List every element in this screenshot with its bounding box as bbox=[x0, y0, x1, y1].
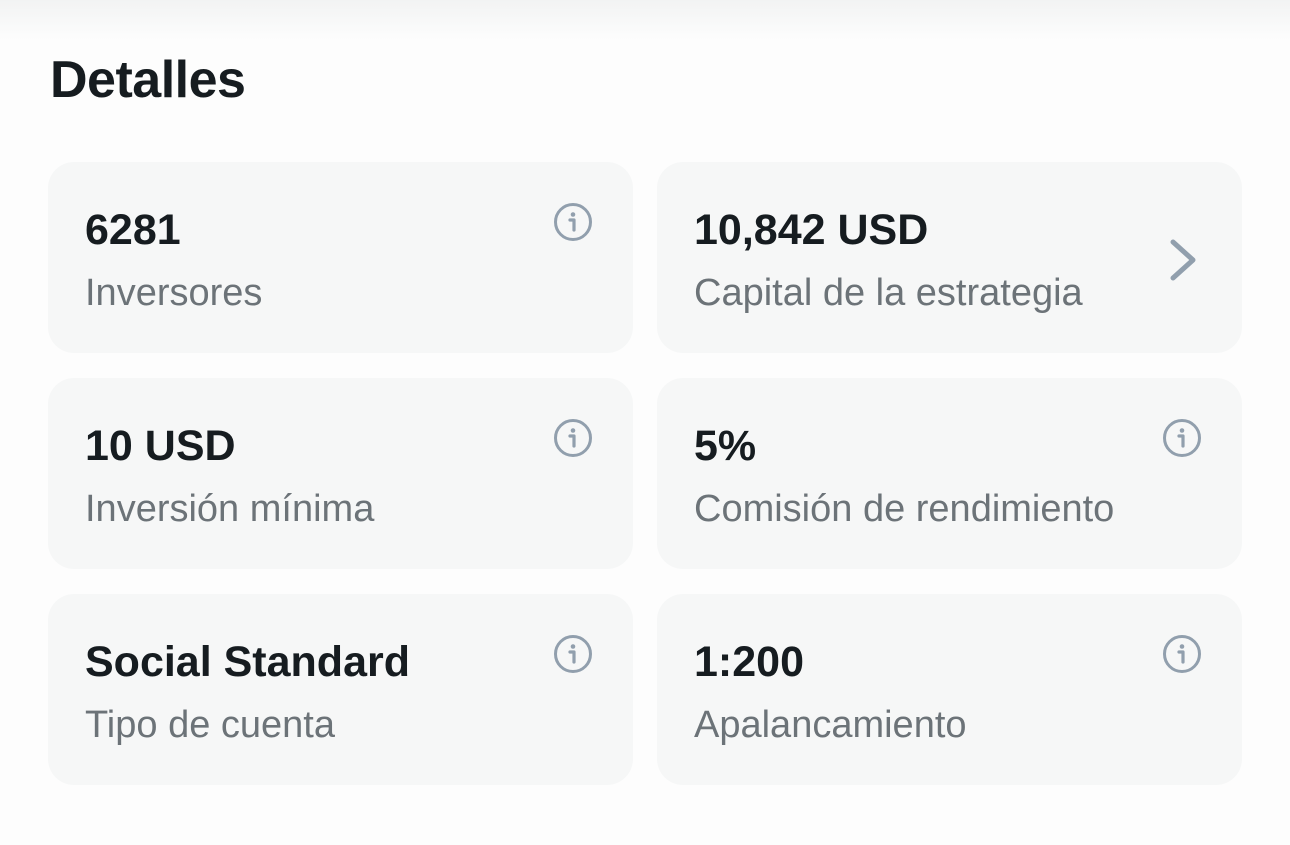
detail-label: Capital de la estrategia bbox=[694, 272, 1083, 314]
detail-card[interactable]: 10,842 USD Capital de la estrategia bbox=[657, 162, 1242, 353]
info-icon[interactable] bbox=[1162, 418, 1202, 458]
info-icon[interactable] bbox=[553, 202, 593, 242]
detail-label: Apalancamiento bbox=[694, 704, 967, 746]
detail-label: Tipo de cuenta bbox=[85, 704, 335, 746]
info-icon[interactable] bbox=[553, 418, 593, 458]
top-shadow bbox=[0, 0, 1290, 40]
detail-value: 6281 bbox=[85, 206, 181, 254]
detail-label: Inversión mínima bbox=[85, 488, 375, 530]
detail-value: 1:200 bbox=[694, 638, 804, 686]
detail-value: 10 USD bbox=[85, 422, 236, 470]
info-icon[interactable] bbox=[1162, 634, 1202, 674]
detail-label: Comisión de rendimiento bbox=[694, 488, 1115, 530]
detail-label: Inversores bbox=[85, 272, 263, 314]
detail-card: Social Standard Tipo de cuenta bbox=[48, 594, 633, 785]
detail-card: 5% Comisión de rendimiento bbox=[657, 378, 1242, 569]
section-title: Detalles bbox=[50, 51, 246, 109]
detail-value: 5% bbox=[694, 422, 757, 470]
detail-card: 6281 Inversores bbox=[48, 162, 633, 353]
detail-card: 1:200 Apalancamiento bbox=[657, 594, 1242, 785]
detail-card: 10 USD Inversión mínima bbox=[48, 378, 633, 569]
info-icon[interactable] bbox=[553, 634, 593, 674]
detail-value: Social Standard bbox=[85, 638, 410, 686]
detail-value: 10,842 USD bbox=[694, 206, 929, 254]
chevron-right-icon[interactable] bbox=[1165, 238, 1199, 282]
